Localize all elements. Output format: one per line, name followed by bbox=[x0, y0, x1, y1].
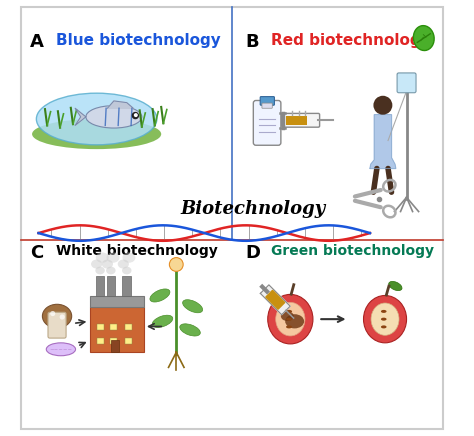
Ellipse shape bbox=[286, 325, 292, 328]
Ellipse shape bbox=[152, 315, 173, 327]
Text: Red biotechnology: Red biotechnology bbox=[271, 33, 430, 48]
Ellipse shape bbox=[381, 325, 386, 328]
Ellipse shape bbox=[286, 318, 292, 320]
Ellipse shape bbox=[371, 303, 399, 335]
Text: A: A bbox=[30, 33, 44, 51]
Ellipse shape bbox=[389, 281, 402, 291]
Bar bbox=[90, 307, 144, 352]
Ellipse shape bbox=[268, 294, 313, 344]
FancyBboxPatch shape bbox=[48, 312, 66, 338]
Text: Blue biotechnology: Blue biotechnology bbox=[56, 33, 220, 48]
Bar bbox=[90, 296, 144, 307]
Ellipse shape bbox=[122, 252, 136, 263]
Ellipse shape bbox=[102, 259, 113, 269]
FancyBboxPatch shape bbox=[282, 113, 319, 127]
FancyBboxPatch shape bbox=[109, 324, 117, 330]
FancyBboxPatch shape bbox=[21, 7, 443, 429]
Polygon shape bbox=[75, 108, 86, 126]
Polygon shape bbox=[260, 285, 290, 315]
Polygon shape bbox=[266, 290, 285, 309]
Text: C: C bbox=[30, 244, 43, 262]
Text: B: B bbox=[245, 33, 259, 51]
Bar bbox=[122, 276, 131, 296]
Ellipse shape bbox=[381, 318, 386, 320]
Text: Green biotechnology: Green biotechnology bbox=[271, 244, 434, 258]
Circle shape bbox=[374, 96, 392, 115]
Polygon shape bbox=[370, 115, 396, 168]
FancyBboxPatch shape bbox=[125, 324, 132, 330]
Circle shape bbox=[169, 258, 183, 271]
Ellipse shape bbox=[381, 310, 386, 313]
Ellipse shape bbox=[122, 267, 131, 274]
Circle shape bbox=[50, 311, 55, 316]
Text: Biotechnology: Biotechnology bbox=[181, 201, 326, 218]
Ellipse shape bbox=[86, 106, 142, 128]
Text: White biotechnology: White biotechnology bbox=[56, 244, 218, 258]
Ellipse shape bbox=[413, 26, 434, 51]
Ellipse shape bbox=[276, 303, 305, 336]
FancyBboxPatch shape bbox=[125, 337, 132, 344]
Ellipse shape bbox=[96, 252, 109, 263]
Text: ~~~~~: ~~~~~ bbox=[49, 347, 73, 352]
Ellipse shape bbox=[364, 296, 407, 343]
FancyBboxPatch shape bbox=[97, 324, 104, 330]
FancyBboxPatch shape bbox=[397, 73, 416, 93]
FancyBboxPatch shape bbox=[260, 97, 274, 105]
Ellipse shape bbox=[42, 304, 72, 328]
FancyBboxPatch shape bbox=[253, 100, 281, 145]
Ellipse shape bbox=[46, 343, 75, 356]
FancyBboxPatch shape bbox=[286, 116, 307, 125]
Ellipse shape bbox=[180, 324, 201, 336]
Ellipse shape bbox=[182, 300, 202, 313]
Ellipse shape bbox=[91, 259, 102, 269]
Ellipse shape bbox=[285, 314, 304, 328]
Circle shape bbox=[132, 112, 138, 119]
Circle shape bbox=[135, 114, 137, 116]
Ellipse shape bbox=[95, 267, 105, 274]
FancyBboxPatch shape bbox=[111, 340, 119, 352]
Text: D: D bbox=[245, 244, 260, 262]
FancyBboxPatch shape bbox=[262, 103, 272, 108]
Ellipse shape bbox=[118, 259, 129, 269]
FancyBboxPatch shape bbox=[97, 337, 104, 344]
Ellipse shape bbox=[286, 310, 292, 313]
Ellipse shape bbox=[107, 252, 119, 263]
FancyBboxPatch shape bbox=[109, 337, 117, 344]
Ellipse shape bbox=[36, 93, 157, 145]
Ellipse shape bbox=[32, 119, 161, 149]
Ellipse shape bbox=[106, 267, 116, 274]
Circle shape bbox=[60, 314, 65, 320]
Bar bbox=[96, 276, 104, 296]
Ellipse shape bbox=[150, 289, 170, 302]
Ellipse shape bbox=[281, 311, 294, 321]
Polygon shape bbox=[108, 101, 133, 108]
Bar bbox=[107, 276, 115, 296]
